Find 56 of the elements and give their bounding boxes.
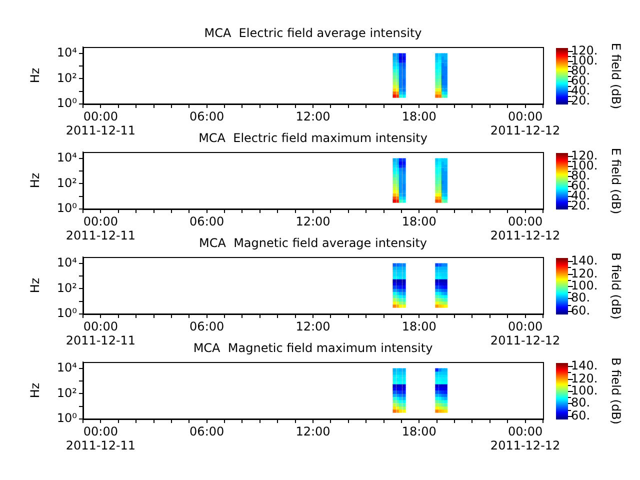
color-bar-title: E field (dB) bbox=[608, 148, 623, 214]
y-axis-title: Hz bbox=[28, 172, 42, 188]
x-tick-label: 06:00 bbox=[190, 424, 224, 438]
x-tick-label: 00:00 2011-12-12 bbox=[490, 319, 560, 348]
x-tick-label: 00:00 2011-12-11 bbox=[66, 424, 136, 453]
x-tick-label: 00:00 2011-12-12 bbox=[490, 214, 560, 243]
chart-title: MCA Electric field maximum intensity bbox=[198, 131, 428, 146]
y-tick-label: 10⁴ bbox=[56, 255, 78, 270]
y-tick-label: 10² bbox=[56, 280, 78, 295]
color-bar-label: 20. bbox=[571, 198, 590, 213]
y-tick-label: 10² bbox=[56, 386, 78, 400]
y-tick-label: 10⁰ bbox=[56, 96, 78, 110]
x-tick-label: 00:00 2011-12-11 bbox=[66, 319, 136, 348]
color-bar-label: 140. bbox=[571, 254, 598, 268]
y-axis-title: Hz bbox=[28, 68, 42, 84]
y-tick-label: 10² bbox=[56, 70, 78, 85]
chart-title: MCA Magnetic field average intensity bbox=[198, 236, 428, 250]
x-tick-label: 06:00 bbox=[190, 214, 224, 228]
x-tick-label: 00:00 2011-12-12 bbox=[490, 424, 560, 453]
x-tick-label: 12:00 bbox=[296, 214, 330, 228]
x-tick-label: 12:00 bbox=[296, 319, 330, 334]
color-bar-title: B field (dB) bbox=[608, 358, 623, 424]
color-bar-label: 120. bbox=[571, 266, 598, 281]
color-bar-title: E field (dB) bbox=[608, 42, 623, 110]
y-axis-title: Hz bbox=[28, 278, 42, 294]
x-tick-label: 00:00 2011-12-11 bbox=[66, 109, 136, 138]
y-tick-label: 10⁰ bbox=[56, 201, 78, 216]
x-tick-label: 06:00 bbox=[190, 319, 224, 334]
chart-title: MCA Magnetic field maximum intensity bbox=[193, 341, 433, 356]
color-bar-label: 140. bbox=[571, 358, 598, 373]
x-tick-label: 12:00 bbox=[296, 109, 330, 124]
x-tick-label: 18:00 bbox=[402, 109, 436, 124]
color-bar-label: 60. bbox=[571, 304, 590, 318]
y-tick-label: 10⁴ bbox=[56, 150, 78, 164]
color-bar-label: 120. bbox=[571, 372, 598, 386]
y-tick-label: 10² bbox=[56, 176, 78, 190]
x-tick-label: 12:00 bbox=[296, 424, 330, 438]
color-bar-label: 80. bbox=[571, 396, 590, 410]
x-tick-label: 00:00 2011-12-11 bbox=[66, 214, 136, 243]
color-bar-label: 100. bbox=[571, 278, 598, 293]
x-tick-label: 00:00 2011-12-12 bbox=[490, 109, 560, 138]
color-bar-label: 100. bbox=[571, 384, 598, 398]
y-axis-title: Hz bbox=[28, 382, 42, 398]
x-tick-label: 18:00 bbox=[402, 424, 436, 438]
y-tick-label: 10⁰ bbox=[56, 306, 78, 320]
color-bar-label: 80. bbox=[571, 290, 590, 305]
color-bar-label: 60. bbox=[571, 408, 590, 423]
y-tick-label: 10⁰ bbox=[56, 411, 78, 426]
color-bar-title: B field (dB) bbox=[608, 252, 623, 320]
y-tick-label: 10⁴ bbox=[56, 45, 78, 60]
y-tick-label: 10⁴ bbox=[56, 360, 78, 374]
x-tick-label: 06:00 bbox=[190, 109, 224, 124]
color-bar-label: 20. bbox=[571, 94, 590, 108]
x-tick-label: 18:00 bbox=[402, 319, 436, 334]
x-tick-label: 18:00 bbox=[402, 214, 436, 228]
chart-title: MCA Electric field average intensity bbox=[204, 26, 422, 40]
